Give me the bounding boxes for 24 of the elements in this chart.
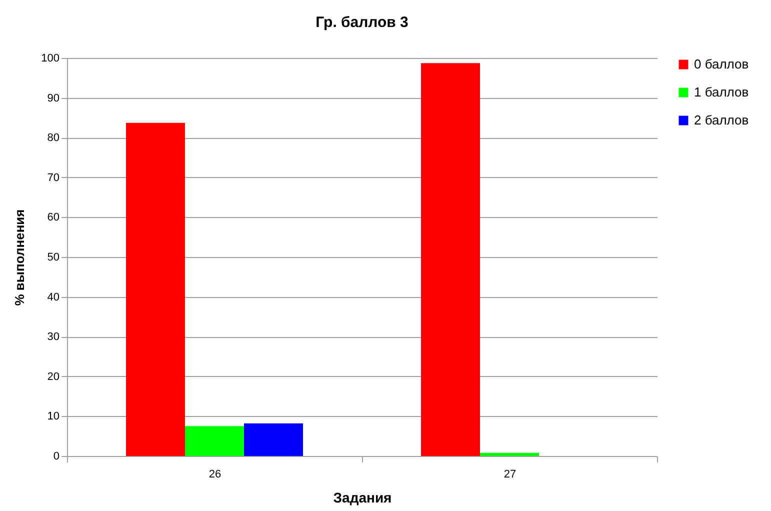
y-tick-label: 30 — [47, 331, 60, 344]
bar — [480, 452, 539, 456]
legend-label: 0 баллов — [694, 56, 749, 72]
y-tick-label: 80 — [47, 132, 60, 144]
bar — [421, 63, 480, 456]
y-tick-label: 10 — [47, 410, 60, 423]
x-tick-label: 27 — [504, 468, 516, 480]
y-tick-label: 0 — [53, 450, 60, 462]
y-tick-label: 70 — [47, 172, 60, 184]
y-tick-label: 60 — [47, 212, 60, 224]
y-tick-label: 40 — [47, 291, 60, 304]
bar — [244, 423, 303, 456]
y-axis-title: % выполнения — [12, 209, 28, 306]
y-tick-label: 100 — [41, 52, 60, 64]
legend-label: 1 баллов — [694, 84, 749, 100]
bar — [126, 122, 185, 456]
x-axis-title: Задания — [333, 490, 392, 506]
legend-label: 2 баллов — [694, 112, 749, 128]
bar — [185, 426, 244, 456]
y-tick-label: 50 — [47, 252, 60, 264]
chart-title: Гр. баллов 3 — [316, 14, 408, 31]
y-tick-label: 20 — [47, 370, 60, 383]
y-tick-label: 90 — [47, 92, 60, 104]
x-tick-label: 26 — [208, 468, 222, 480]
